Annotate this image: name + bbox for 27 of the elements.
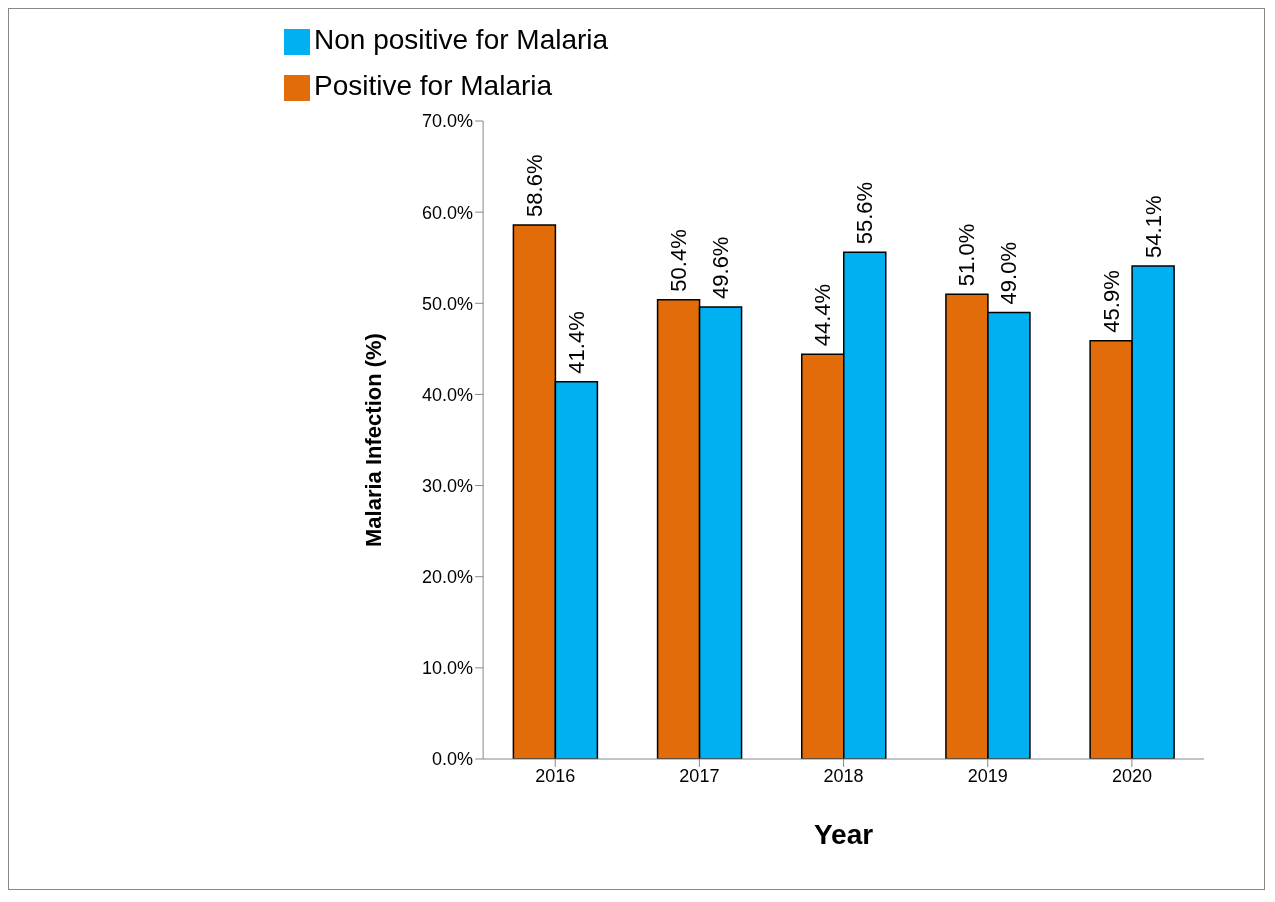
x-tick-label: 2018 [823, 765, 864, 786]
x-axis-title: Year [813, 819, 874, 850]
y-tick-label: 30.0% [422, 475, 474, 496]
data-label: 51.0% [954, 223, 980, 287]
legend-label: Positive for Malaria [314, 70, 553, 101]
data-label: 44.4% [810, 283, 836, 347]
legend-label: Non positive for Malaria [314, 24, 609, 55]
y-tick-label: 10.0% [422, 658, 474, 679]
data-label: 50.4% [666, 229, 692, 292]
y-tick-label: 50.0% [422, 293, 474, 314]
y-tick-label: 0.0% [432, 749, 474, 770]
y-tick-label: 20.0% [422, 567, 474, 588]
data-label: 55.6% [852, 181, 878, 245]
y-axis-title: Malaria Infection (%) [360, 333, 386, 547]
x-tick-label: 2017 [679, 765, 720, 786]
x-tick-label: 2019 [967, 765, 1008, 786]
y-tick-label: 60.0% [422, 202, 474, 223]
y-tick-label: 40.0% [422, 384, 474, 405]
data-label: 45.9% [1098, 270, 1124, 333]
data-label: 49.0% [996, 242, 1022, 305]
y-tick-label: 70.0% [422, 111, 474, 132]
x-tick-label: 2016 [535, 765, 576, 786]
data-label: 49.6% [708, 236, 734, 299]
data-label: 58.6% [521, 154, 547, 217]
data-label: 54.1% [1140, 195, 1166, 258]
x-tick-label: 2020 [1111, 765, 1152, 786]
data-label: 41.4% [563, 311, 589, 374]
